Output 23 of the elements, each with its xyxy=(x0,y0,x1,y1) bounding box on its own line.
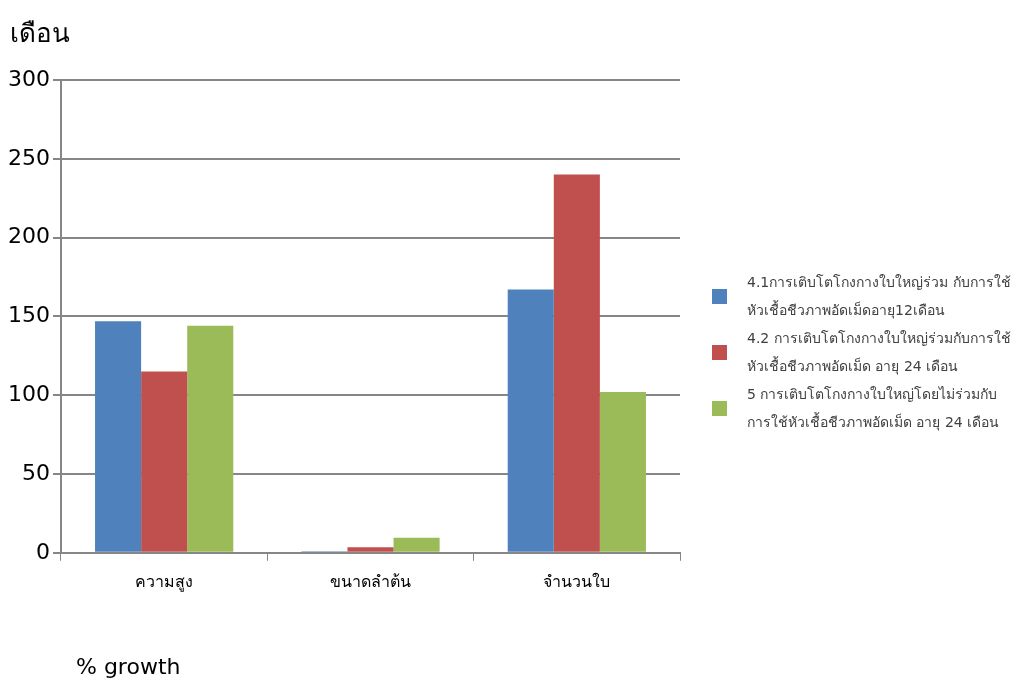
bar xyxy=(393,537,440,552)
y-tick-label: 150 xyxy=(7,302,50,328)
legend-label: 4.1การเติบโตโกงกางใบใหญ่ร่วม กับการใช้หัวเชื้อชีวภาพอัดเม็ดอายุ12เดือน xyxy=(747,273,1012,321)
x-tick-label: ขนาดลำต้น xyxy=(330,571,411,591)
bar xyxy=(553,174,600,552)
y-tick-label: 250 xyxy=(7,144,50,170)
y-tick-label: 200 xyxy=(7,223,50,249)
legend-label: 4.2 การเติบโตโกงกางใบใหญ่ร่วมกับการใช้หัวเชื้อชีวภาพอัดเม็ด อายุ 24 เดือน xyxy=(747,329,1012,377)
x-tick-label: ความสูง xyxy=(135,571,194,592)
y-tick-label: 100 xyxy=(7,380,50,406)
bar xyxy=(141,371,188,552)
y-tick-label: 0 xyxy=(35,538,50,564)
legend-label: 5 การเติบโตโกงกางใบใหญ่โดยไม่ร่วมกับการใช้หัวเชื้อชีวภาพอัดเม็ด อายุ 24 เดือน xyxy=(747,385,1001,433)
y-tick-label: 50 xyxy=(21,459,50,485)
y-tick-label: 300 xyxy=(7,65,50,91)
bar xyxy=(599,392,646,552)
bar xyxy=(347,547,394,552)
bar xyxy=(95,321,142,552)
x-tick-label: จำนวนใบ xyxy=(543,571,611,591)
x-axis-title: % growth xyxy=(76,654,181,679)
bar xyxy=(187,325,234,552)
bar xyxy=(507,289,554,552)
y-axis-title: เดือน xyxy=(10,17,70,50)
